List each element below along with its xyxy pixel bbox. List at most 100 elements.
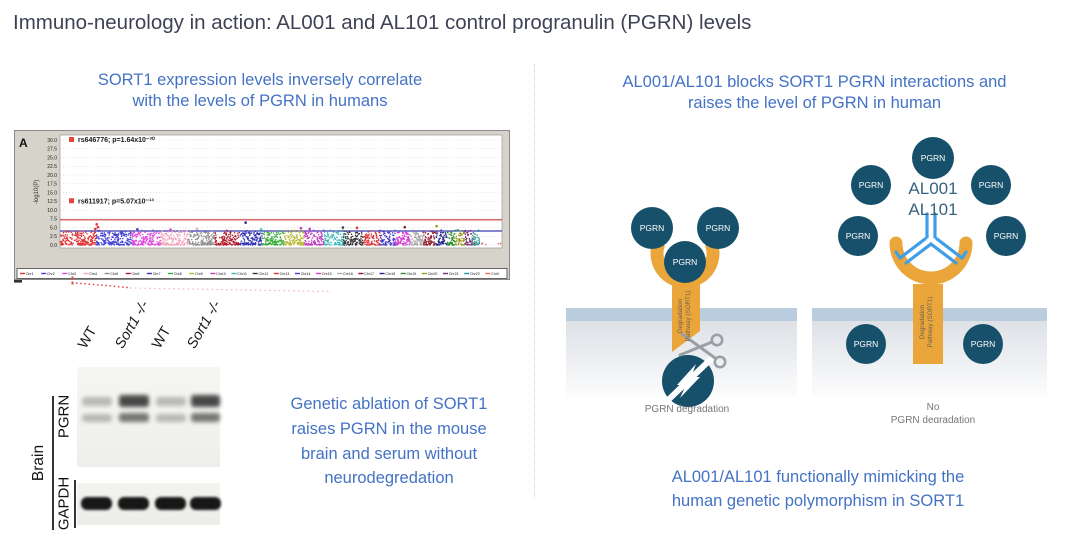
mechanism-diagram: PGRN PGRN PGRN Degradation Pathway (SORT… (566, 137, 1047, 423)
gapdh-blot-panel (77, 483, 221, 525)
svg-text:Chr13: Chr13 (280, 272, 290, 276)
pgrn-circle: PGRN (838, 216, 878, 256)
blot-lane-label-wt-2: WT (149, 323, 175, 352)
blot-band (119, 395, 149, 407)
blot-band (155, 497, 186, 510)
receptor-label-line2: Pathway (SORT1) (685, 291, 692, 342)
receptor-stem (913, 284, 943, 364)
degradation-bolt-icon (662, 355, 715, 407)
svg-text:Chr18: Chr18 (385, 272, 395, 276)
svg-text:2.5: 2.5 (50, 234, 57, 240)
pgrn-circle: PGRN (971, 165, 1011, 205)
blot-row-label-gapdh: GAPDH (55, 476, 73, 531)
pgrn-circle: PGRN (851, 165, 891, 205)
cropped-panel-b-remnant (14, 276, 333, 293)
right-footer: AL001/AL101 functionally mimicking the h… (671, 468, 965, 510)
blot-band (82, 414, 112, 422)
pgrn-circle-label: PGRN (979, 180, 1004, 190)
svg-text:25.0: 25.0 (47, 155, 57, 161)
svg-text:Chr12: Chr12 (258, 272, 268, 276)
drug-label-al001: AL001 (908, 179, 957, 198)
svg-text:Chr9: Chr9 (195, 272, 203, 276)
svg-text:0.0: 0.0 (50, 243, 57, 249)
slide-title: Immuno-neurology in action: AL001 and AL… (13, 11, 752, 34)
blot-lane-label-sort1ko-2: Sort1 -/- (184, 298, 225, 352)
receptor-label-line1: Degradation (919, 304, 926, 339)
svg-text:10.0: 10.0 (47, 208, 57, 214)
pgrn-circle: PGRN (986, 216, 1026, 256)
with-drug-caption-line2: PGRN degradation (891, 415, 976, 423)
pgrn-circle-label: PGRN (994, 231, 1019, 241)
svg-text:Chr11: Chr11 (237, 272, 247, 276)
pgrn-circle-label: PGRN (921, 153, 946, 163)
pgrn-circle-label: PGRN (640, 223, 665, 233)
svg-text:15.0: 15.0 (47, 190, 57, 196)
svg-text:Chr3: Chr3 (68, 272, 76, 276)
receptor-label-line2: Pathway (SORT1) (927, 297, 934, 348)
panel-b-label-remnant (14, 280, 22, 283)
blot-group-label-brain: Brain (30, 444, 47, 482)
pgrn-circle-label: PGRN (854, 339, 879, 349)
svg-text:rs646776; p=1.64x10⁻³⁰: rs646776; p=1.64x10⁻³⁰ (78, 136, 155, 144)
drug-label-al101: AL101 (908, 200, 957, 219)
svg-text:ChrX: ChrX (491, 272, 500, 276)
diagram-with-drug: PGRN PGRN PGRN PGRN PGRN PGRN PGRN AL001… (812, 137, 1047, 423)
diagram-no-drug: PGRN PGRN PGRN Degradation Pathway (SORT… (566, 207, 797, 415)
svg-text:Chr17: Chr17 (364, 272, 374, 276)
svg-text:Chr6: Chr6 (132, 272, 140, 276)
svg-text:Chr22: Chr22 (470, 272, 480, 276)
svg-text:27.5: 27.5 (47, 147, 57, 153)
scissors-icon (678, 332, 727, 369)
pgrn-circle-label: PGRN (846, 231, 871, 241)
svg-text:A: A (19, 136, 28, 150)
antibody-icon (894, 212, 968, 265)
svg-text:Chr8: Chr8 (174, 272, 182, 276)
svg-text:17.5: 17.5 (47, 182, 57, 188)
pgrn-circle-label: PGRN (673, 257, 698, 267)
gwas-manhattan-plot: A -log10(P) 30.0 27.5 25.0 22.5 20.0 17.5 15.0 12… (14, 130, 510, 280)
svg-text:12.5: 12.5 (47, 199, 57, 205)
blot-band (82, 397, 112, 406)
pgrn-circle: PGRN (963, 324, 1003, 364)
blot-band (190, 497, 221, 510)
svg-text:20.0: 20.0 (47, 173, 57, 179)
blot-band (81, 497, 112, 510)
blot-band (191, 395, 220, 407)
pgrn-blot-panel (77, 367, 220, 467)
right-heading: AL001/AL101 blocks SORT1 PGRN interactio… (622, 73, 1007, 113)
blot-band (118, 497, 149, 510)
svg-text:Chr1: Chr1 (26, 272, 34, 276)
svg-text:30.0: 30.0 (47, 138, 57, 144)
svg-text:Chr2: Chr2 (47, 272, 55, 276)
svg-text:Chr10: Chr10 (216, 272, 226, 276)
svg-text:Chr15: Chr15 (322, 272, 332, 276)
pgrn-circle-label: PGRN (971, 339, 996, 349)
svg-text:Chr21: Chr21 (449, 272, 459, 276)
pgrn-circle: PGRN (631, 207, 673, 249)
brain-bracket-line (52, 396, 54, 530)
blot-band (191, 413, 220, 422)
svg-text:rs611917; p=5.07x10⁻¹³: rs611917; p=5.07x10⁻¹³ (78, 198, 155, 205)
pgrn-circle-label: PGRN (859, 180, 884, 190)
no-drug-caption: PGRN degradation (645, 404, 730, 415)
svg-text:Chr19: Chr19 (407, 272, 417, 276)
svg-text:5.0: 5.0 (50, 225, 57, 231)
blot-band (119, 413, 149, 422)
left-heading: SORT1 expression levels inversely correl… (97, 71, 423, 111)
gapdh-underline (74, 480, 76, 528)
blot-lane-label-wt-1: WT (75, 323, 101, 352)
svg-text:7.5: 7.5 (50, 217, 57, 223)
svg-text:22.5: 22.5 (47, 164, 57, 170)
pgrn-circle: PGRN (846, 324, 886, 364)
svg-text:Chr20: Chr20 (428, 272, 438, 276)
blot-band (156, 397, 186, 406)
pgrn-circle-label: PGRN (706, 223, 731, 233)
blot-band (156, 414, 186, 422)
pgrn-circle: PGRN (912, 137, 954, 179)
pgrn-circle: PGRN (664, 241, 706, 283)
left-caption: Genetic ablation of SORT1 raises PGRN in… (290, 395, 488, 488)
svg-text:Chr7: Chr7 (153, 272, 161, 276)
svg-text:Chr5: Chr5 (110, 272, 118, 276)
svg-text:Chr4: Chr4 (89, 272, 97, 276)
with-drug-caption-line1: No (927, 402, 940, 413)
